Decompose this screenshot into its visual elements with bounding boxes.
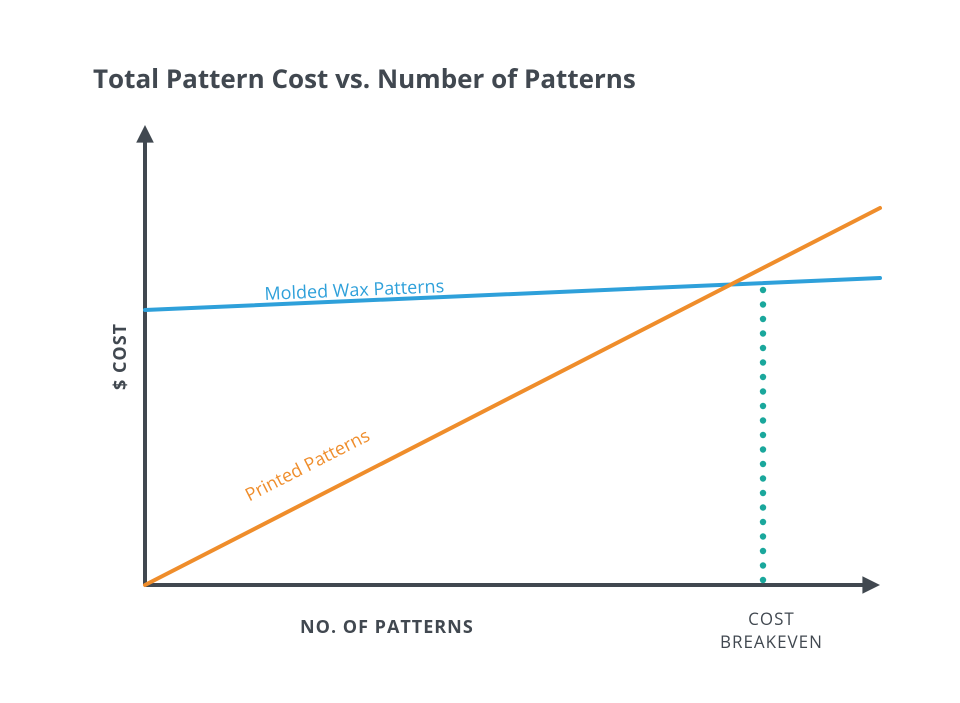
chart-svg bbox=[0, 0, 960, 703]
chart-container: Total Pattern Cost vs. Number of Pattern… bbox=[0, 0, 960, 703]
axes bbox=[136, 125, 880, 594]
breakeven-line bbox=[760, 287, 766, 583]
series-lines bbox=[145, 208, 880, 585]
